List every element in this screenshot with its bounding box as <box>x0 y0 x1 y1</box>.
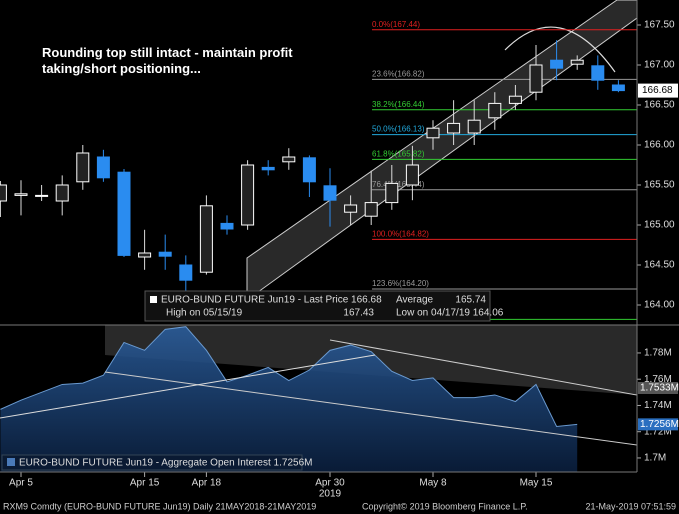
candle-body <box>76 152 90 183</box>
legend-average: 165.74 <box>455 295 486 306</box>
price-channel <box>246 0 638 301</box>
candle-body <box>550 59 564 69</box>
y-tick-label: 166.00 <box>644 140 675 151</box>
legend-box <box>144 290 491 322</box>
fib-label: 123.6%(164.20) <box>372 279 429 288</box>
y2-tick-label: 1.78M <box>644 348 672 359</box>
candle-body <box>261 166 275 171</box>
candle-body <box>158 251 172 257</box>
fib-label: 100.0%(164.82) <box>372 230 429 239</box>
oi-trend <box>0 354 376 419</box>
candle-body <box>117 171 131 256</box>
candle-body <box>591 65 605 81</box>
fib-label: 50.0%(166.13) <box>372 125 425 134</box>
y2-marker-label: 1.7256M <box>640 419 679 430</box>
fib-label: 23.6%(166.82) <box>372 70 425 79</box>
candle-body <box>241 164 255 226</box>
year-label: 2019 <box>319 489 342 500</box>
footer-time: 21-May-2019 07:51:59 <box>585 501 676 511</box>
y2-tick-label: 1.72M <box>644 426 672 437</box>
candle-body <box>570 59 584 65</box>
y-tick-label: 166.50 <box>644 100 675 111</box>
candle-body <box>282 156 296 163</box>
last-price-label: 166.68 <box>642 85 673 96</box>
last-price-box <box>638 83 678 98</box>
candle-body <box>55 184 69 202</box>
y-tick-label: 167.50 <box>644 20 675 31</box>
oi-legend-swatch <box>7 458 15 466</box>
y2-tick-label: 1.7M <box>644 453 666 464</box>
legend-name: EURO-BUND FUTURE Jun19 - Last Price 166.… <box>161 295 382 306</box>
x-tick-label: Apr 15 <box>130 478 160 489</box>
fib-label: 38.2%(166.44) <box>372 100 425 109</box>
footer-left: RXM9 Comdty (EURO-BUND FUTURE Jun19) Dai… <box>3 501 316 511</box>
x-tick-label: Apr 30 <box>315 478 345 489</box>
oi-channel-bottom <box>104 371 638 446</box>
oi-channel-top <box>329 339 638 396</box>
y-tick-label: 165.00 <box>644 220 675 231</box>
candle-body <box>344 204 358 213</box>
oi-legend-box <box>1 454 303 471</box>
candle-body <box>96 156 110 179</box>
candle-body <box>35 194 49 197</box>
candle-body <box>179 264 193 281</box>
rounding-arc <box>504 26 616 73</box>
oi-area <box>0 326 578 472</box>
candle-body <box>529 64 543 93</box>
chart-title: Rounding top still intact - maintain pro… <box>42 45 293 76</box>
candle-body <box>0 184 7 202</box>
candle-body <box>611 84 625 92</box>
x-tick-label: Apr 18 <box>192 478 222 489</box>
x-tick-label: May 8 <box>419 478 447 489</box>
candle-body <box>323 185 337 201</box>
candle-body <box>220 222 234 230</box>
y-tick-label: 165.50 <box>644 180 675 191</box>
x-tick-label: Apr 5 <box>9 478 33 489</box>
candle-body <box>467 119 481 134</box>
y-tick-label: 167.00 <box>644 60 675 71</box>
x-tick-label: May 15 <box>520 478 553 489</box>
y2-marker-label: 1.7533M <box>640 383 679 394</box>
candle-body <box>447 122 461 134</box>
oi-line <box>0 326 578 427</box>
candle-body <box>385 182 399 204</box>
candle-body <box>488 102 502 119</box>
y2-marker <box>638 382 678 394</box>
candle-body <box>14 193 28 196</box>
legend-swatch <box>150 296 157 303</box>
candle-body <box>426 127 440 139</box>
y2-marker <box>638 418 678 431</box>
y-tick-label: 164.50 <box>644 260 675 271</box>
oi-legend: EURO-BUND FUTURE Jun19 - Aggregate Open … <box>19 458 312 469</box>
legend-average-label: Average <box>396 295 434 306</box>
legend-low: Low on 04/17/19 164.06 <box>396 308 504 319</box>
candle-body <box>199 205 213 273</box>
candle-body <box>138 252 152 258</box>
candle-body <box>302 157 316 183</box>
candle-body <box>405 164 419 186</box>
y2-tick-label: 1.74M <box>644 400 672 411</box>
fib-label: 76.4%(165.44) <box>372 180 425 189</box>
legend-high-label: High on 05/15/19 <box>166 308 243 319</box>
y-tick-label: 164.00 <box>644 300 675 311</box>
candle-body <box>508 95 522 104</box>
footer-copyright: Copyright© 2019 Bloomberg Finance L.P. <box>362 501 528 511</box>
fib-label: 0.0%(167.44) <box>372 20 420 29</box>
legend-high: 167.43 <box>343 308 374 319</box>
y2-tick-label: 1.76M <box>644 374 672 385</box>
fib-label: 61.8%(165.82) <box>372 150 425 159</box>
candle-body <box>364 202 378 217</box>
